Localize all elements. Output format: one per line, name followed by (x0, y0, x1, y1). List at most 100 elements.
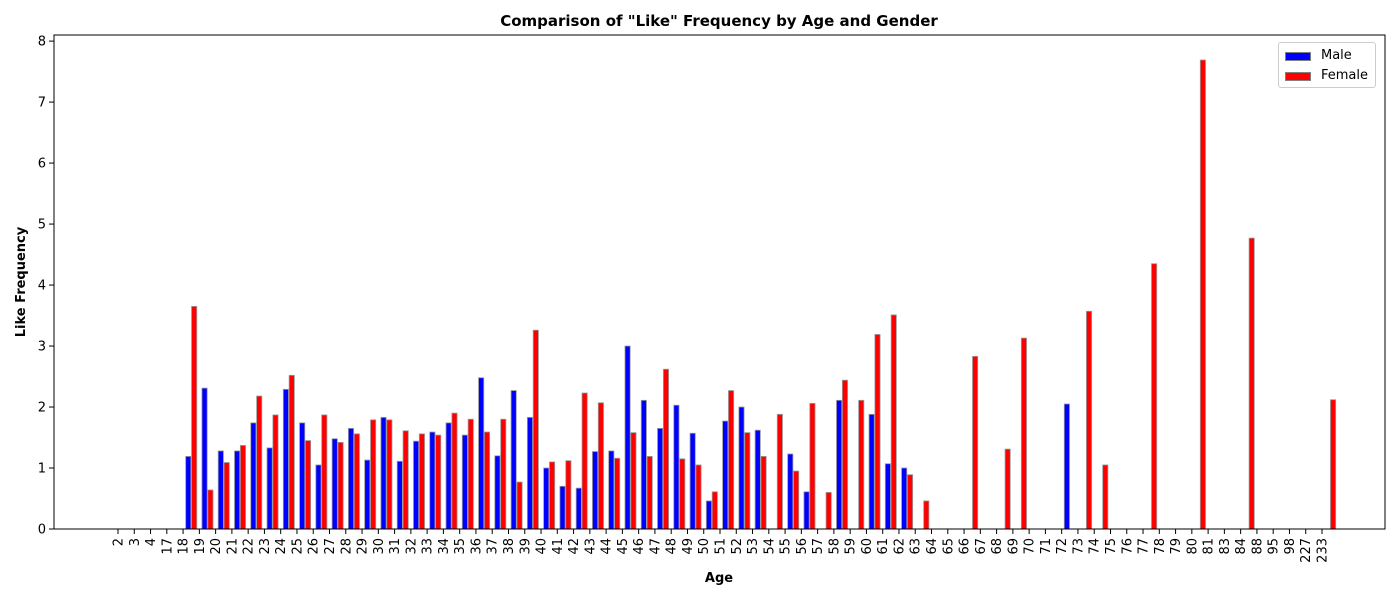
bar-female-46 (646, 456, 653, 530)
y-tick-label: 8 (38, 35, 46, 50)
bar-male-36 (478, 377, 485, 530)
bar-female-32 (418, 433, 425, 530)
bar-male-61 (884, 463, 891, 530)
x-tick-label: 30 (372, 538, 387, 555)
bar-male-44 (608, 450, 615, 530)
x-tick-label: 50 (697, 538, 712, 555)
x-tick-label: 31 (388, 538, 403, 555)
bar-male-29 (364, 459, 371, 530)
bar-female-39 (532, 329, 539, 530)
bar-female-37 (500, 418, 507, 530)
bar-female-56 (809, 402, 816, 530)
bar-male-33 (429, 431, 436, 530)
bar-female-36 (484, 431, 491, 530)
legend-swatch-male (1285, 52, 1311, 61)
x-tick-label: 39 (518, 538, 533, 555)
bar-male-40 (543, 467, 550, 530)
x-tick-label: 83 (1218, 538, 1233, 555)
x-tick-label: 42 (567, 538, 582, 555)
y-tick-label: 3 (38, 340, 46, 355)
bar-male-31 (396, 460, 403, 530)
bar-male-37 (494, 455, 501, 530)
bar-female-38 (516, 481, 523, 530)
bar-female-43 (597, 402, 604, 530)
x-tick-label: 233 (1316, 538, 1331, 563)
x-tick-label: 55 (779, 538, 794, 555)
y-tick-label: 2 (38, 401, 46, 416)
bar-female-35 (467, 418, 474, 530)
x-tick-label: 48 (665, 538, 680, 555)
bar-female-45 (630, 432, 637, 530)
bar-male-34 (445, 422, 452, 530)
x-tick-label: 45 (616, 538, 631, 555)
bar-female-24 (288, 374, 295, 530)
bar-male-48 (673, 404, 680, 530)
x-tick-label: 2 (112, 538, 127, 546)
x-tick-label: 81 (1202, 538, 1217, 555)
bar-female-57 (825, 492, 832, 530)
bar-male-46 (640, 399, 647, 530)
x-tick-label: 57 (811, 538, 826, 555)
bar-female-23 (272, 414, 279, 530)
bar-male-56 (803, 491, 810, 530)
x-tick-label: 25 (290, 538, 305, 555)
bar-female-44 (614, 457, 621, 530)
x-tick-label: 26 (307, 538, 322, 555)
bar-female-60 (874, 334, 881, 530)
x-tick-label: 64 (925, 538, 940, 555)
x-tick-label: 88 (1250, 538, 1265, 555)
bar-male-58 (836, 399, 843, 530)
x-tick-label: 61 (876, 538, 891, 555)
x-tick-label: 69 (1006, 538, 1021, 555)
bar-male-72 (1063, 403, 1070, 530)
bar-male-42 (575, 487, 582, 530)
x-tick-label: 41 (551, 538, 566, 555)
bar-male-28 (347, 427, 355, 530)
chart-title: Comparison of "Like" Frequency by Age an… (500, 12, 938, 30)
bar-female-42 (581, 392, 588, 530)
y-tick-label: 6 (38, 157, 46, 172)
y-axis-label: Like Frequency (14, 226, 29, 337)
bar-female-31 (402, 430, 409, 530)
bar-male-23 (266, 447, 273, 530)
x-tick-label: 27 (323, 538, 338, 555)
bar-female-51 (728, 390, 735, 530)
bar-female-22 (256, 395, 263, 530)
bar-female-27 (337, 441, 344, 530)
legend-label-female: Female (1321, 68, 1369, 83)
x-tick-label: 98 (1283, 538, 1298, 555)
x-tick-label: 29 (356, 538, 371, 555)
bar-male-49 (689, 432, 696, 530)
x-tick-label: 63 (909, 538, 924, 555)
bar-female-74 (1102, 464, 1109, 530)
x-tick-label: 38 (502, 538, 517, 555)
x-tick-label: 24 (274, 538, 289, 555)
x-tick-label: 20 (209, 538, 224, 555)
x-tick-label: 34 (437, 538, 452, 555)
bar-female-62 (907, 474, 914, 530)
x-tick-label: 71 (1039, 538, 1054, 555)
x-tick-label: 74 (1088, 538, 1103, 555)
x-tick-label: 49 (681, 538, 696, 555)
bar-female-50 (711, 491, 718, 530)
y-tick-label: 0 (38, 523, 46, 538)
x-tick-label: 21 (225, 538, 240, 555)
x-tick-label: 47 (648, 538, 663, 555)
bar-male-50 (705, 500, 712, 530)
x-tick-label: 36 (469, 538, 484, 555)
bar-female-28 (353, 433, 360, 530)
x-tick-label: 4 (144, 538, 159, 546)
bar-female-29 (370, 419, 377, 530)
bar-female-47 (662, 368, 669, 530)
x-tick-label: 43 (583, 538, 598, 555)
x-tick-label: 78 (1153, 538, 1168, 555)
x-tick-label: 32 (404, 538, 419, 555)
bar-female-25 (305, 440, 312, 530)
bar-male-22 (250, 422, 257, 530)
x-tick-label: 28 (339, 538, 354, 555)
bars-group (185, 59, 1337, 530)
bar-female-53 (760, 456, 767, 530)
bar-male-25 (299, 422, 306, 530)
x-tick-label: 51 (714, 538, 729, 555)
bar-male-62 (901, 467, 908, 530)
